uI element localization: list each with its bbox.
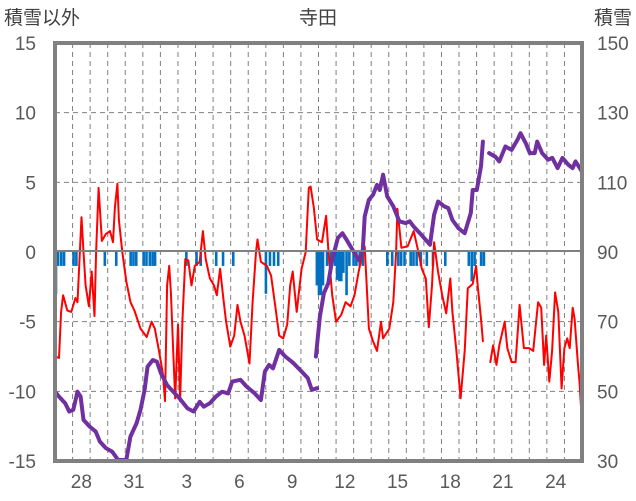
precipitation-bar	[319, 252, 323, 296]
x-tick-label: 18	[440, 472, 461, 493]
chart-title: 寺田	[299, 7, 337, 29]
precipitation-bar	[268, 252, 272, 266]
right-tick-label: 130	[597, 104, 629, 125]
x-tick-label: 6	[234, 472, 245, 493]
left-tick-label: 10	[15, 104, 36, 125]
precipitation-bar	[338, 252, 341, 282]
precipitation-bar	[425, 252, 429, 266]
left-tick-label: -10	[9, 382, 36, 403]
series-lines	[53, 131, 584, 462]
precipitation-bar	[56, 252, 60, 266]
precipitation-bar	[221, 252, 225, 266]
snow-depth-line	[313, 139, 485, 359]
precipitation-bar	[390, 252, 394, 266]
precipitation-bar	[142, 252, 145, 266]
precipitation-bar	[214, 252, 218, 266]
left-tick-label: 0	[25, 243, 36, 264]
precipitation-bar	[148, 252, 152, 266]
precipitation-bar	[342, 252, 345, 273]
precipitation-bar	[386, 252, 389, 266]
right-axis-label: 積雪	[594, 7, 632, 29]
precipitation-bar	[443, 252, 447, 266]
precipitation-bar	[114, 252, 118, 266]
left-tick-label: 5	[25, 173, 36, 194]
x-tick-label: 21	[492, 472, 513, 493]
precipitation-bar	[409, 252, 412, 266]
precipitation-bar	[231, 252, 235, 266]
plot-frame	[53, 41, 584, 463]
left-tick-label: -15	[9, 452, 36, 473]
precipitation-bar	[317, 252, 321, 296]
x-tick-label: 3	[181, 472, 192, 493]
precipitation-bar	[335, 252, 339, 280]
temperature-line	[54, 182, 484, 403]
precipitation-bar	[75, 252, 78, 266]
right-tick-label: 70	[597, 313, 618, 334]
precipitation-bar	[399, 252, 403, 266]
precipitation-bar	[272, 252, 276, 266]
precipitation-bar	[59, 252, 63, 266]
right-tick-label: 90	[597, 243, 618, 264]
precipitation-bar	[419, 252, 423, 266]
precipitation-bar	[467, 252, 471, 266]
precipitation-bar	[403, 252, 406, 266]
right-tick-label: 50	[597, 382, 618, 403]
precipitation-bar	[153, 252, 157, 266]
precipitation-bar	[412, 252, 415, 266]
precipitation-bar	[473, 252, 476, 266]
precipitation-bar	[145, 252, 148, 266]
precipitation-bar	[479, 252, 483, 266]
precipitation-bar	[151, 252, 154, 266]
x-tick-label: 31	[123, 472, 144, 493]
precipitation-bar	[195, 252, 198, 266]
precipitation-bar	[134, 252, 138, 266]
snow-depth-line	[487, 131, 584, 174]
x-tick-label: 15	[387, 472, 408, 493]
left-tick-label: 15	[15, 34, 36, 55]
precipitation-bar	[470, 252, 474, 282]
precipitation-bar	[62, 252, 66, 266]
snow-depth-line	[53, 347, 320, 462]
temperature-line	[489, 291, 583, 425]
precipitation-bar	[345, 252, 348, 296]
x-tick-label: 9	[287, 472, 298, 493]
right-tick-label: 150	[597, 34, 629, 55]
precipitation-bar	[129, 252, 132, 266]
right-tick-label: 30	[597, 452, 618, 473]
precipitation-bar	[321, 252, 325, 286]
precipitation-bar	[482, 252, 486, 266]
precipitation-bar	[315, 252, 319, 286]
precipitation-bar	[325, 252, 329, 266]
x-tick-label: 28	[71, 472, 92, 493]
precipitation-bar	[361, 252, 365, 266]
x-tick-label: 12	[334, 472, 355, 493]
precipitation-bar	[352, 252, 355, 266]
left-tick-label: -5	[19, 313, 36, 334]
precipitation-bar	[333, 252, 337, 266]
precipitation-bar	[264, 252, 268, 294]
precipitation-bar	[415, 252, 418, 266]
precipitation-bar	[132, 252, 135, 266]
precipitation-bar	[397, 252, 400, 266]
precipitation-bar	[103, 252, 107, 266]
right-tick-label: 110	[597, 173, 627, 194]
left-axis-label: 積雪以外	[4, 7, 80, 29]
x-tick-label: 24	[545, 472, 567, 493]
precipitation-bar	[72, 252, 75, 266]
precipitation-bar	[348, 252, 351, 266]
precipitation-bar	[276, 252, 280, 266]
precipitation-bar	[339, 252, 343, 282]
